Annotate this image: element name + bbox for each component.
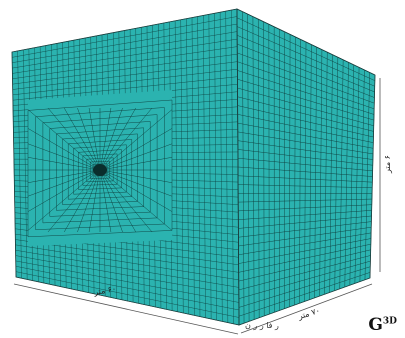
side-face-grid-line: [238, 238, 372, 264]
tunnel-ray: [102, 109, 173, 169]
tunnel-ray: [101, 172, 136, 233]
side-face-grid-line: [237, 140, 373, 160]
side-face-grid-line: [238, 255, 371, 291]
side-face-grid-line: [237, 43, 375, 98]
height-dimension-label: ۶ متر: [383, 155, 392, 173]
side-face-grid-line: [238, 243, 371, 273]
side-depth-dimension-line: [240, 283, 373, 334]
tunnel-ray: [101, 107, 136, 168]
tunnel-ray: [77, 107, 99, 168]
front-face-grid-line: [15, 271, 239, 318]
front-width-dimension-line: [13, 283, 239, 335]
front-face-grid-line: [15, 255, 239, 296]
side-face-grid-line: [237, 166, 373, 177]
front-face-grid-line: [15, 260, 239, 303]
tunnel-ray: [47, 107, 98, 168]
side-face-grid-line: [238, 249, 371, 282]
side-face-grid-line: [237, 70, 375, 115]
tunnel-ray: [103, 170, 173, 183]
tunnel-ray: [103, 128, 173, 169]
tunnel-ray: [88, 107, 100, 167]
tunnel-ray: [77, 172, 99, 233]
tunnel-ray: [64, 172, 99, 233]
side-face-grid-line: [237, 79, 374, 121]
side-face-grid-line: [238, 204, 372, 212]
side-face-grid-line: [237, 131, 374, 155]
side-face-grid-line: [238, 215, 372, 229]
dimension-frame: [11, 8, 381, 335]
side-face-grid-line: [238, 221, 372, 238]
tunnel-opening: [27, 90, 173, 246]
side-face-grid-line: [237, 87, 374, 126]
tunnel-ray: [27, 171, 98, 231]
tunnel-ray: [100, 173, 112, 233]
front-face-grid-line: [12, 61, 238, 90]
tunnel-ray: [102, 171, 173, 231]
side-face-grid-line: [238, 227, 372, 247]
side-face-grid-line: [238, 184, 373, 189]
tunnel-ray: [101, 107, 123, 168]
tunnel-ray: [103, 170, 173, 197]
footer: ر فا ر ر ن G3D: [245, 311, 405, 338]
tunnel-ray: [100, 107, 112, 167]
side-face-grid-line: [238, 198, 372, 203]
front-face-grid-line: [15, 244, 239, 281]
side-face-grid-line: [237, 114, 374, 143]
front-face-grid-line: [12, 46, 238, 79]
tunnel-ray: [27, 157, 97, 170]
g3d-logo: G3D: [368, 315, 397, 335]
side-face-grid-line: [238, 175, 373, 183]
tunnel-ray: [102, 107, 153, 168]
tunnel-core: [93, 164, 107, 176]
side-face-grid-line: [237, 149, 373, 166]
tunnel-ray: [64, 107, 99, 168]
side-face-grid-line: [238, 266, 371, 308]
tunnel-ray: [27, 128, 97, 169]
tunnel-ray: [27, 171, 97, 212]
front-face-grid-line: [15, 250, 239, 288]
side-face-grid-line: [238, 210, 372, 220]
side-face-grid-line: [236, 17, 375, 81]
side-face-outline: [236, 8, 376, 326]
footer-cut-text: ر فا ر ر ن: [245, 321, 279, 330]
tunnel-ray: [103, 171, 173, 212]
tunnel-ray: [101, 172, 123, 233]
front-face-grid-line: [12, 31, 238, 69]
side-face-grid-line: [237, 122, 374, 149]
side-face-grid-line: [237, 35, 375, 93]
side-face-grid-line: [238, 260, 371, 299]
tunnel-ray: [27, 170, 97, 197]
tunnel-ray: [103, 157, 173, 170]
side-face-grid-line: [237, 61, 375, 110]
tunnel-ray: [27, 109, 98, 169]
tunnel-ray: [27, 170, 97, 183]
front-face-grid-line: [12, 76, 238, 101]
tunnel-ray: [102, 172, 153, 233]
tunnel-ray: [103, 143, 173, 170]
side-face-grid-line: [237, 96, 374, 132]
tunnel-ray: [27, 143, 97, 170]
side-face-grid-line: [238, 232, 372, 255]
front-face-grid-line: [12, 16, 238, 58]
side-face-grid-line: [237, 157, 373, 172]
side-face-mesh: [236, 8, 376, 326]
tunnel-ray: [88, 173, 100, 233]
front-face-grid-line: [12, 53, 238, 85]
side-face-grid-line: [237, 105, 374, 138]
front-face-grid-line: [12, 68, 238, 96]
front-face-grid-line: [12, 38, 238, 74]
side-face-grid-line: [237, 26, 375, 87]
side-face-grid-line: [237, 52, 375, 104]
front-face-grid-line: [12, 23, 238, 63]
side-face-grid-line: [238, 272, 371, 317]
front-face-grid-line: [15, 266, 239, 311]
tunnel-ray: [47, 172, 98, 233]
